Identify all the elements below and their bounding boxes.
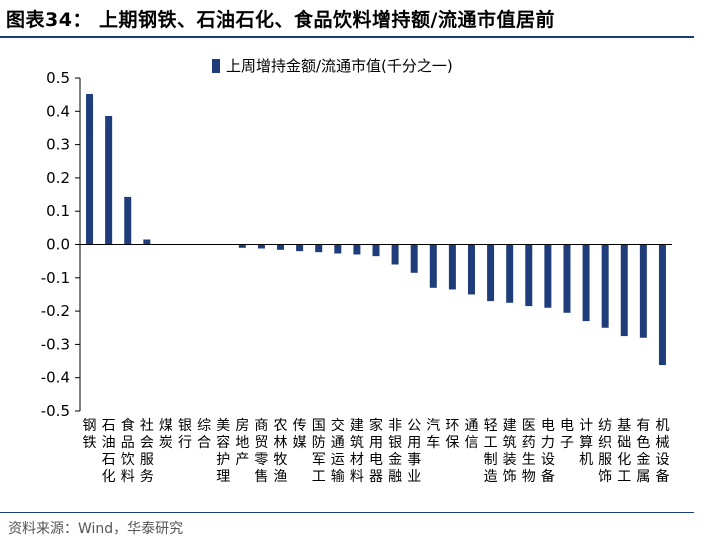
- legend-label: 上周增持金额/流通市值(千分之一): [226, 57, 453, 75]
- x-tick-label: 电力设备: [541, 418, 555, 485]
- y-tick-label: -0.1: [41, 269, 70, 287]
- x-tick-label: 医药生物: [522, 418, 536, 485]
- bar: [124, 196, 132, 245]
- source-note: 资料来源：Wind，华泰研究: [8, 521, 184, 537]
- x-tick-label: 电子: [560, 418, 574, 451]
- x-tick-label: 石油石化: [102, 418, 116, 485]
- bars: [86, 93, 666, 366]
- bar: [582, 244, 590, 322]
- bar: [86, 93, 94, 245]
- bar: [353, 244, 361, 255]
- x-axis-labels: 钢铁石油石化食品饮料社会服务煤炭银行综合美容护理房地产商贸零售农林牧渔传媒国防军…: [83, 417, 670, 485]
- bar: [487, 244, 495, 302]
- x-tick-label: 传媒: [293, 418, 307, 451]
- bar: [658, 244, 666, 366]
- y-tick-label: -0.5: [41, 402, 70, 420]
- x-tick-label: 综合: [197, 418, 211, 451]
- x-tick-label: 轻工制造: [484, 418, 498, 485]
- bar: [372, 244, 380, 257]
- y-tick-label: 0.1: [46, 202, 70, 220]
- x-tick-label: 美容护理: [216, 418, 230, 485]
- x-tick-label: 有色金属: [636, 418, 650, 485]
- x-tick-label: 食品饮料: [121, 417, 135, 485]
- bar: [620, 244, 628, 337]
- x-tick-label: 家用电器: [369, 417, 383, 485]
- x-tick-label: 通信: [464, 418, 478, 451]
- x-tick-label: 房地产: [235, 418, 249, 468]
- bar: [525, 244, 533, 307]
- x-tick-label: 计算机: [579, 418, 593, 468]
- x-tick-label: 银行: [178, 418, 192, 451]
- bar: [639, 244, 647, 338]
- y-axis: 0.5 0.4 0.3 0.2 0.1 0.0 -0.1 -0.2 -0.3 -0.4 -0.5: [41, 69, 81, 420]
- x-tick-label: 国防军工: [312, 418, 326, 485]
- bar: [448, 244, 456, 290]
- title-divider: [0, 36, 694, 38]
- x-tick-label: 非银金融: [388, 418, 402, 485]
- x-tick-label: 煤炭: [159, 418, 173, 451]
- page-title: 图表34： 上期钢铁、石油石化、食品饮料增持额/流通市值居前: [6, 9, 555, 31]
- x-tick-label: 建筑材料: [350, 418, 364, 485]
- y-tick-label: -0.4: [41, 369, 70, 387]
- x-tick-label: 农林牧渔: [274, 418, 288, 485]
- y-tick-label: 0.0: [46, 236, 70, 254]
- bar: [315, 244, 323, 253]
- bar: [467, 244, 475, 295]
- x-tick-label: 商贸零售: [254, 418, 268, 485]
- bar: [238, 244, 246, 248]
- x-tick-label: 钢铁: [83, 418, 97, 451]
- bar: [544, 244, 552, 308]
- y-tick-label: -0.3: [41, 335, 70, 353]
- y-tick-label: 0.2: [46, 169, 70, 187]
- y-tick-label: 0.4: [46, 102, 70, 120]
- bar: [257, 244, 265, 249]
- bar: [601, 244, 609, 328]
- bar: [105, 115, 113, 245]
- x-tick-label: 公用事业: [407, 418, 421, 485]
- bar: [277, 244, 285, 250]
- bar: [410, 244, 418, 273]
- bar: [143, 239, 151, 245]
- bar: [391, 244, 399, 265]
- legend-swatch: [212, 59, 220, 73]
- legend: 上周增持金额/流通市值(千分之一): [212, 57, 453, 75]
- x-tick-label: 纺织服饰: [598, 418, 612, 485]
- footer-divider: [0, 512, 694, 513]
- y-tick-label: 0.3: [46, 136, 70, 154]
- bar: [296, 244, 304, 252]
- bar: [429, 244, 437, 288]
- bar: [563, 244, 571, 313]
- x-tick-label: 建筑装饰: [503, 418, 517, 485]
- x-tick-label: 环保: [445, 418, 459, 451]
- x-tick-label: 社会服务: [140, 418, 154, 485]
- bar: [506, 244, 514, 303]
- x-tick-label: 交通运输: [331, 417, 345, 485]
- x-tick-label: 机械设备: [655, 418, 669, 485]
- bar: [334, 244, 342, 254]
- y-tick-label: 0.5: [46, 69, 70, 87]
- x-tick-label: 汽车: [426, 418, 440, 451]
- y-tick-label: -0.2: [41, 302, 70, 320]
- x-tick-label: 基础化工: [617, 417, 631, 485]
